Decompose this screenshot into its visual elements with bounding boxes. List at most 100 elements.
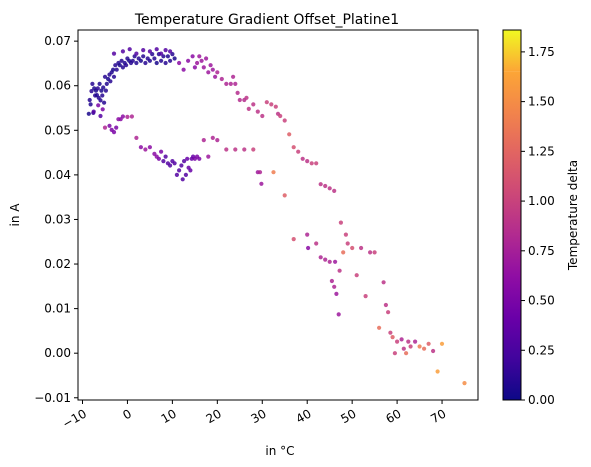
data-point	[183, 172, 188, 177]
data-point	[117, 63, 122, 68]
data-point	[111, 130, 117, 135]
data-point	[296, 149, 301, 154]
y-axis-label: in A	[8, 203, 22, 227]
x-axis-label: in °C	[265, 444, 294, 458]
data-point	[372, 250, 377, 255]
data-point	[152, 56, 157, 61]
data-point	[129, 114, 134, 119]
data-point	[108, 79, 113, 84]
data-point	[368, 250, 373, 255]
data-point	[204, 56, 209, 61]
data-point	[231, 74, 236, 79]
x-tick-label: 20	[204, 406, 224, 426]
data-point	[147, 58, 152, 63]
y-tick-label: 0.02	[44, 257, 71, 271]
data-point	[291, 237, 296, 242]
data-point	[273, 104, 278, 109]
x-tick-label: 40	[293, 406, 313, 426]
x-tick-label: 70	[428, 406, 448, 426]
data-point	[163, 60, 168, 66]
data-point	[318, 182, 323, 187]
data-point	[251, 147, 256, 152]
data-point	[377, 325, 382, 330]
data-point	[179, 163, 184, 168]
data-point	[97, 81, 102, 86]
data-point	[408, 344, 413, 349]
data-point	[323, 183, 328, 189]
data-point	[104, 81, 109, 86]
colorbar-tick-label: 0.50	[528, 294, 555, 308]
data-point	[168, 163, 173, 168]
data-point	[390, 335, 395, 340]
data-point	[257, 170, 263, 175]
data-point	[287, 132, 292, 137]
data-point	[95, 86, 100, 91]
data-point	[291, 145, 296, 150]
data-point	[251, 102, 256, 107]
data-point	[329, 278, 334, 284]
data-point	[188, 168, 193, 173]
y-tick-label: 0.04	[44, 168, 71, 182]
data-point	[305, 232, 310, 237]
data-point	[91, 109, 96, 114]
data-point	[100, 107, 105, 112]
data-point	[174, 172, 179, 177]
data-point	[237, 97, 242, 103]
data-point	[323, 257, 328, 262]
data-point	[314, 161, 319, 166]
y-tick-label: 0.06	[44, 79, 71, 93]
data-point	[406, 339, 411, 344]
data-point	[120, 49, 125, 54]
data-point	[381, 280, 386, 285]
data-point	[119, 58, 124, 63]
data-point	[143, 147, 148, 152]
data-point	[90, 81, 95, 86]
data-point	[161, 159, 166, 164]
data-point	[177, 60, 182, 66]
data-point	[100, 93, 105, 98]
data-point	[102, 74, 108, 79]
colorbar-tick-label: 1.00	[528, 194, 555, 208]
data-point	[242, 147, 247, 152]
plot-area: −10 0 10 20 30 40 50 60 70 −0.01 0.00 0.01 0.02 0.03…	[34, 29, 479, 431]
data-point	[306, 245, 311, 251]
data-point	[334, 291, 339, 296]
colorbar-gradient-top	[503, 30, 521, 72]
data-point	[244, 95, 249, 100]
data-point	[168, 58, 173, 63]
data-point	[318, 255, 323, 260]
data-point	[332, 284, 337, 289]
data-point	[431, 348, 436, 354]
data-point	[417, 344, 422, 349]
data-point	[435, 369, 440, 374]
data-point	[186, 58, 191, 63]
data-point	[383, 302, 388, 308]
data-point	[113, 63, 118, 68]
plot-frame	[77, 29, 479, 401]
data-point	[439, 341, 445, 346]
data-point	[154, 60, 159, 66]
data-point	[228, 81, 233, 86]
data-point	[259, 181, 264, 186]
data-point	[422, 346, 427, 351]
data-point	[215, 70, 220, 75]
data-point	[404, 351, 409, 356]
data-point	[388, 330, 393, 335]
y-tick-label: 0.05	[44, 123, 71, 137]
data-point	[101, 85, 106, 90]
data-point	[114, 125, 119, 130]
data-point	[159, 149, 164, 154]
data-point	[168, 49, 173, 54]
colorbar-tick-label: 1.75	[528, 45, 555, 59]
data-point	[185, 156, 190, 161]
data-point	[177, 168, 182, 173]
data-point	[201, 65, 206, 70]
data-point	[224, 147, 229, 152]
data-point	[138, 58, 143, 63]
data-point	[159, 51, 164, 56]
data-point	[156, 156, 161, 161]
data-point	[233, 81, 238, 86]
x-tick-label: 0	[120, 406, 134, 422]
data-point	[201, 138, 206, 143]
